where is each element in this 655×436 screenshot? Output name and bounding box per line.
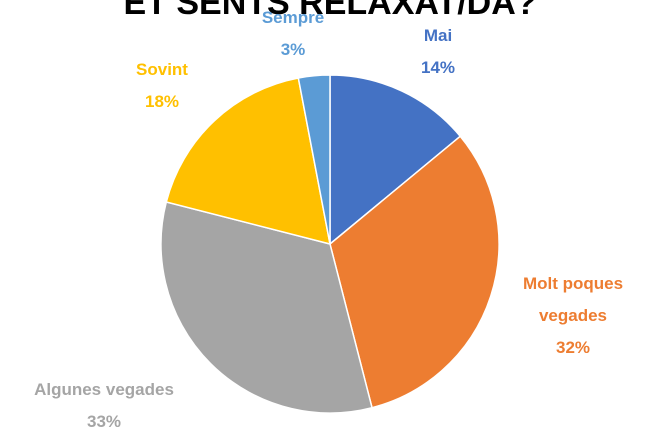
- data-label: Sovint 18%: [102, 54, 222, 118]
- data-label: Molt poques vegades 32%: [508, 268, 638, 364]
- pie-slice: [165, 77, 331, 246]
- data-label: Sempre 3%: [233, 2, 353, 66]
- label-value: 18%: [144, 92, 180, 111]
- data-label: Mai 14%: [378, 20, 498, 84]
- label-name: Sovint: [136, 60, 188, 79]
- pie-slice: [329, 135, 500, 409]
- label-value: 3%: [280, 40, 306, 59]
- label-name: Mai: [423, 26, 453, 45]
- label-value: 14%: [420, 58, 456, 77]
- chart-title: ET SENTS RELAXAT/DA?: [123, 0, 536, 22]
- label-value: 32%: [555, 338, 591, 357]
- label-name: Molt poques vegades: [522, 274, 624, 325]
- pie-slice: [329, 74, 462, 246]
- label-value: 33%: [86, 412, 122, 431]
- label-name: Sempre: [261, 8, 325, 27]
- data-label: Algunes vegades 33%: [4, 374, 204, 436]
- label-name: Algunes vegades: [34, 380, 174, 399]
- pie-slice: [160, 201, 373, 414]
- pie-slice: [297, 74, 331, 245]
